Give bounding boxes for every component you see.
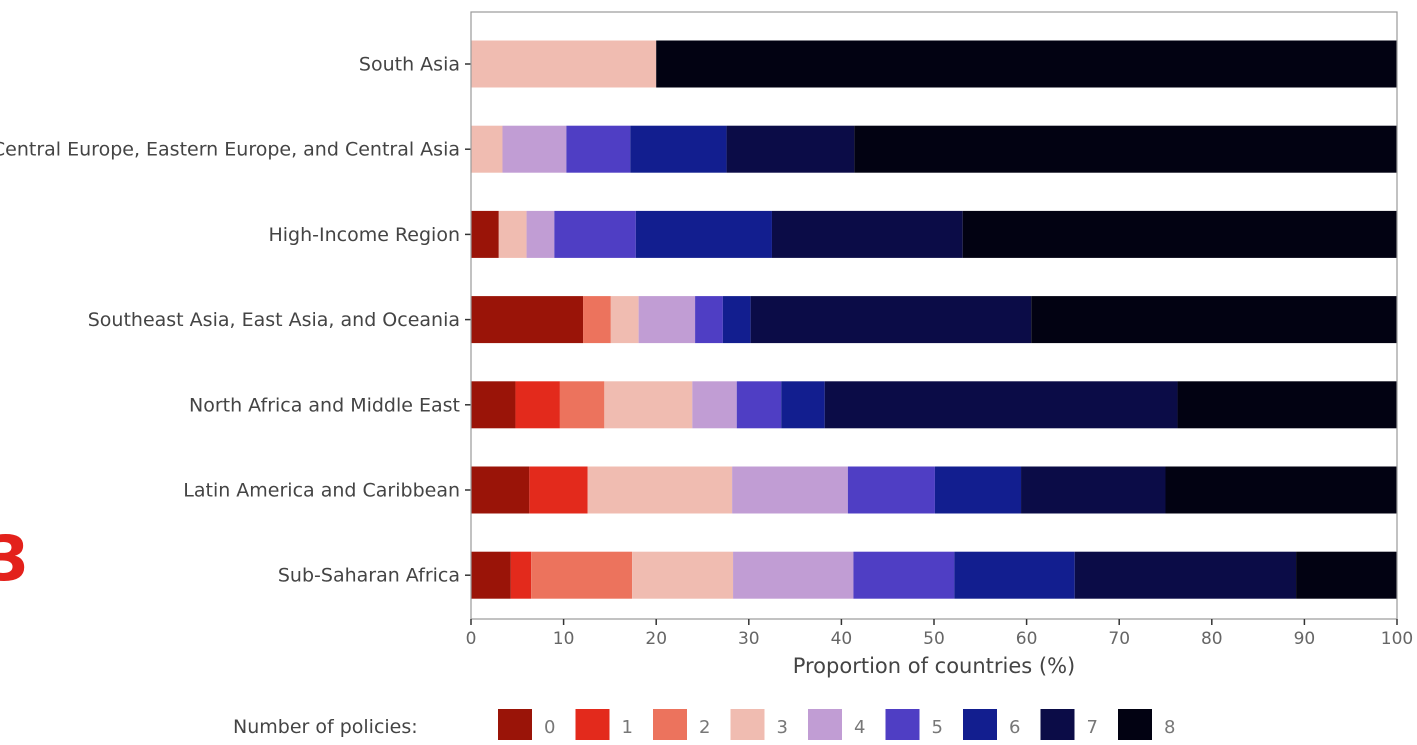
bar-segment-4-4 bbox=[692, 381, 737, 429]
legend-label: 6 bbox=[1009, 717, 1020, 738]
bar-segment-6-2 bbox=[531, 551, 633, 599]
bar-segment-2-6 bbox=[635, 210, 772, 258]
legend-label: 5 bbox=[932, 717, 943, 738]
bar-segment-5-7 bbox=[1021, 466, 1166, 514]
bar-segment-4-6 bbox=[781, 381, 825, 429]
legend-swatch bbox=[1040, 709, 1075, 743]
x-axis-label: Proportion of countries (%) bbox=[793, 654, 1076, 678]
x-tick-label: 80 bbox=[1201, 629, 1223, 649]
x-tick-label: 70 bbox=[1108, 629, 1130, 649]
bar-segment-2-7 bbox=[771, 210, 963, 258]
bar-segment-5-0 bbox=[471, 466, 530, 514]
bar-segment-6-6 bbox=[954, 551, 1075, 599]
bar-segment-1-5 bbox=[566, 125, 631, 173]
y-tick-label: South Asia bbox=[359, 54, 460, 76]
bar-segment-5-6 bbox=[934, 466, 1022, 514]
legend-swatch bbox=[498, 709, 532, 743]
legend-item-6: 6 bbox=[963, 709, 1020, 743]
x-tick-label: 20 bbox=[645, 629, 667, 649]
legend-swatch bbox=[575, 709, 610, 743]
y-tick-label: Southeast Asia, East Asia, and Oceania bbox=[88, 309, 460, 331]
legend-swatch bbox=[730, 709, 765, 743]
bar-segment-2-5 bbox=[554, 210, 636, 258]
legend-swatch bbox=[1118, 709, 1152, 743]
bar-segment-1-4 bbox=[502, 125, 567, 173]
legend-label: 2 bbox=[699, 717, 710, 738]
bar-segment-3-8 bbox=[1031, 296, 1397, 344]
x-tick-label: 10 bbox=[553, 629, 575, 649]
bar-segment-3-6 bbox=[722, 296, 751, 344]
y-tick-label: High-Income Region bbox=[268, 224, 460, 246]
bar-segment-5-8 bbox=[1165, 466, 1397, 514]
legend-item-4: 4 bbox=[808, 709, 865, 743]
x-tick-label: 30 bbox=[738, 629, 760, 649]
bar-segment-0-8 bbox=[656, 40, 1397, 88]
bar-segment-4-5 bbox=[736, 381, 782, 429]
bar-segment-1-3 bbox=[471, 125, 503, 173]
bar-segment-3-3 bbox=[610, 296, 639, 344]
bar-segment-5-1 bbox=[529, 466, 588, 514]
bar-segment-6-7 bbox=[1074, 551, 1297, 599]
bar-segment-2-0 bbox=[471, 210, 499, 258]
legend-item-2: 2 bbox=[653, 709, 710, 743]
bar-segment-6-4 bbox=[733, 551, 854, 599]
legend-swatch bbox=[963, 709, 997, 743]
legend-label: 4 bbox=[854, 717, 865, 738]
bar-segment-4-3 bbox=[604, 381, 693, 429]
legend-label: 1 bbox=[622, 717, 633, 738]
bar-segment-6-5 bbox=[853, 551, 955, 599]
legend-label: 8 bbox=[1164, 717, 1175, 738]
bar-segment-3-4 bbox=[638, 296, 696, 344]
legend-item-3: 3 bbox=[730, 709, 788, 743]
y-tick-label: Sub-Saharan Africa bbox=[278, 565, 460, 587]
legend-item-1: 1 bbox=[575, 709, 633, 743]
legend-label: 3 bbox=[777, 717, 788, 738]
legend-title: Number of policies: bbox=[233, 716, 418, 738]
bar-segment-6-0 bbox=[471, 551, 511, 599]
bar-segment-1-8 bbox=[854, 125, 1397, 173]
cropped-red-mark: 3 bbox=[0, 522, 30, 595]
legend-swatch bbox=[885, 709, 920, 743]
x-tick-label: 0 bbox=[466, 629, 477, 649]
legend-item-7: 7 bbox=[1040, 709, 1098, 743]
bar-segment-0-3 bbox=[471, 40, 657, 88]
bar-segment-4-2 bbox=[559, 381, 605, 429]
bar-segment-5-3 bbox=[587, 466, 733, 514]
legend-swatch bbox=[653, 709, 687, 743]
x-tick-label: 100 bbox=[1381, 629, 1413, 649]
bar-segment-2-8 bbox=[962, 210, 1397, 258]
bar-segment-2-3 bbox=[498, 210, 527, 258]
bar-segment-3-5 bbox=[695, 296, 723, 344]
bar-segment-4-8 bbox=[1177, 381, 1397, 429]
legend-swatch bbox=[808, 709, 842, 743]
x-tick-label: 50 bbox=[923, 629, 945, 649]
bar-segment-3-7 bbox=[750, 296, 1032, 344]
bar-segment-3-0 bbox=[471, 296, 584, 344]
bar-segment-3-2 bbox=[583, 296, 611, 344]
bar-segment-6-1 bbox=[510, 551, 532, 599]
legend-item-0: 0 bbox=[498, 709, 555, 743]
y-tick-label: North Africa and Middle East bbox=[189, 394, 460, 416]
bar-segment-1-7 bbox=[726, 125, 855, 173]
bar-segment-6-3 bbox=[632, 551, 734, 599]
bar-segment-4-1 bbox=[515, 381, 560, 429]
y-tick-label: Central Europe, Eastern Europe, and Cent… bbox=[0, 139, 460, 161]
x-tick-label: 40 bbox=[831, 629, 853, 649]
bar-segment-6-8 bbox=[1296, 551, 1397, 599]
legend-item-5: 5 bbox=[885, 709, 943, 743]
legend-label: 7 bbox=[1087, 717, 1098, 738]
bar-segment-5-4 bbox=[732, 466, 848, 514]
legend-item-8: 8 bbox=[1118, 709, 1175, 743]
bar-segment-1-6 bbox=[630, 125, 727, 173]
bar-segment-2-4 bbox=[526, 210, 555, 258]
x-tick-label: 60 bbox=[1016, 629, 1038, 649]
bar-segment-4-0 bbox=[471, 381, 516, 429]
bar-segment-5-5 bbox=[847, 466, 935, 514]
bar-segment-4-7 bbox=[824, 381, 1178, 429]
x-tick-label: 90 bbox=[1294, 629, 1316, 649]
y-tick-label: Latin America and Caribbean bbox=[183, 480, 460, 502]
legend-label: 0 bbox=[544, 717, 555, 738]
